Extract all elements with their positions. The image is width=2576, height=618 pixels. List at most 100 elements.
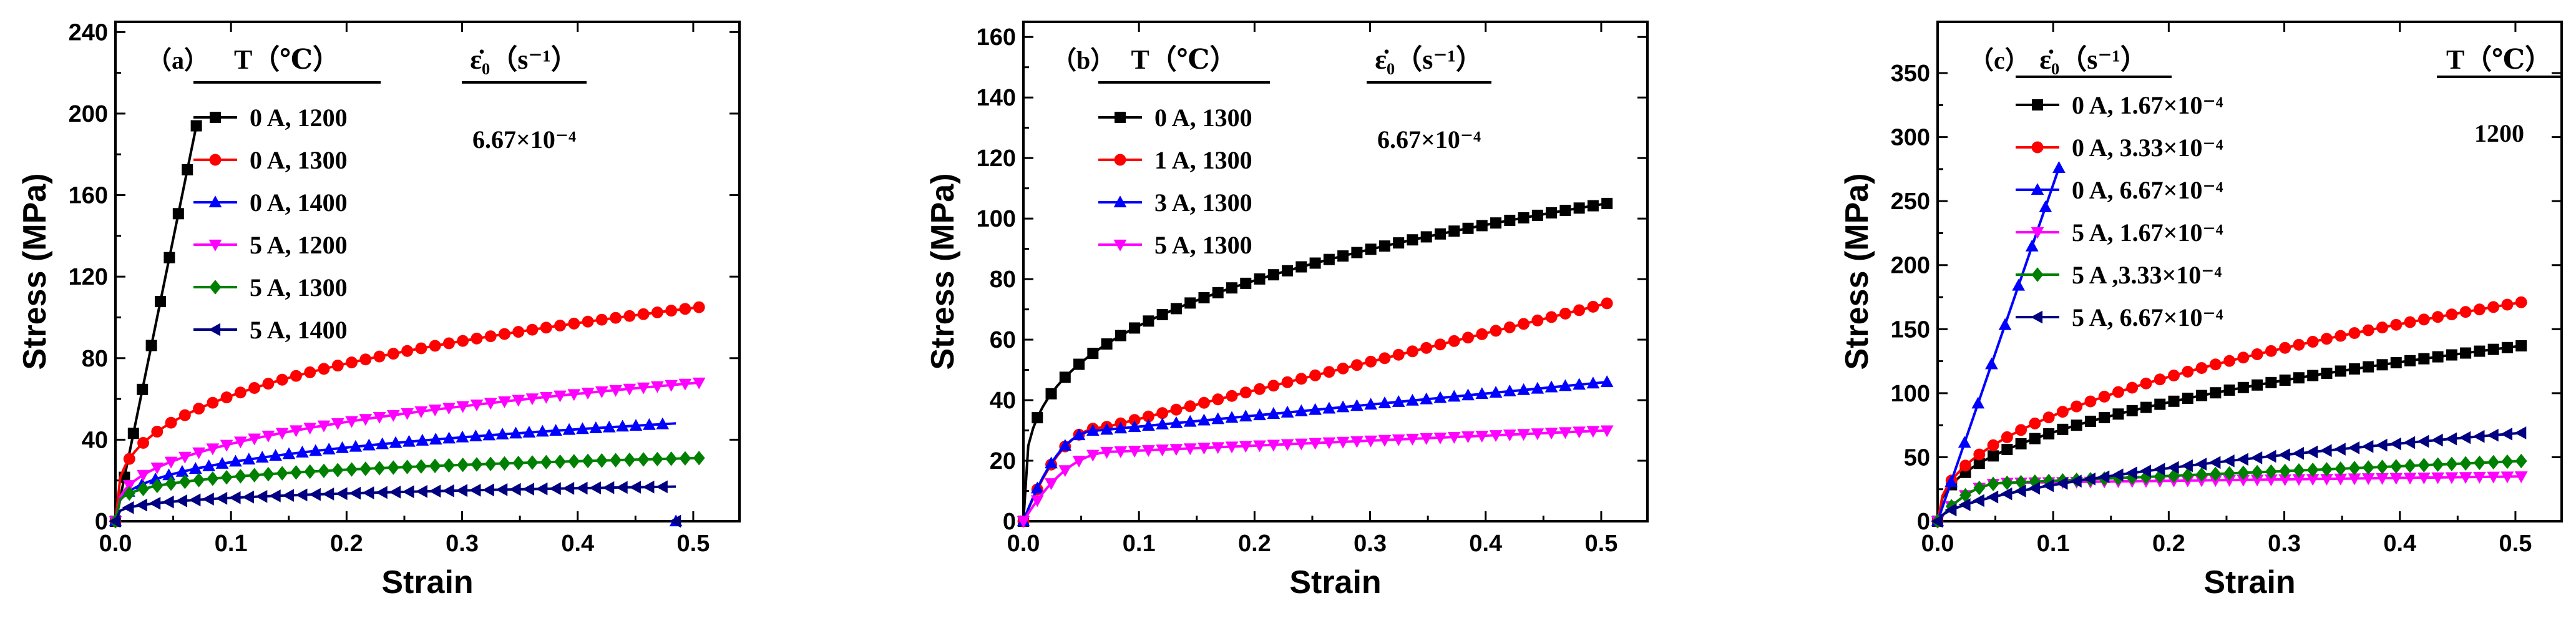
data-point [1489, 430, 1503, 443]
data-point [1407, 234, 1418, 246]
data-point [2195, 362, 2208, 374]
data-point [304, 366, 316, 378]
data-point [2446, 349, 2457, 361]
data-point [1434, 228, 1446, 240]
data-point [362, 486, 374, 499]
x-tick-label: 0.1 [215, 531, 248, 557]
data-point [2376, 321, 2388, 334]
data-point [1072, 456, 1086, 468]
data-point [2097, 470, 2110, 484]
data-point [1267, 380, 1280, 392]
data-point [2001, 444, 2013, 456]
data-point [175, 494, 188, 508]
data-point [2057, 423, 2069, 435]
data-point [2348, 461, 2361, 476]
data-point [1406, 393, 1419, 406]
x-tick-label: 0.5 [1585, 531, 1618, 557]
y-tick-label: 120 [69, 264, 108, 290]
data-point [2071, 419, 2082, 431]
legend-marker [1114, 154, 1126, 166]
data-point [2446, 308, 2458, 321]
data-point [2334, 473, 2348, 486]
data-point [2001, 475, 2013, 491]
data-point [482, 483, 494, 497]
data-point [1420, 231, 1432, 243]
x-tick-label: 0.3 [446, 531, 479, 557]
data-point [165, 416, 177, 429]
legend-note: 1200 [2474, 119, 2524, 147]
data-point [248, 382, 261, 394]
data-point [499, 456, 510, 471]
data-point [2321, 462, 2333, 477]
plot-frame [1022, 21, 1649, 522]
data-point [1364, 398, 1378, 410]
data-point [642, 480, 655, 494]
data-point [193, 473, 205, 488]
data-point [1226, 390, 1238, 402]
legend-note: 6.67×10⁻⁴ [472, 125, 576, 154]
data-point [1559, 427, 1572, 439]
data-point [484, 330, 497, 343]
data-point [526, 455, 539, 470]
data-point [568, 317, 580, 330]
legend-entry-4: 5 A, 1300 [1098, 231, 1252, 259]
data-point [2487, 301, 2500, 313]
data-point [1988, 450, 1999, 462]
legend-entry-2: 0 A, 3.33×10⁻⁴ [2016, 134, 2223, 162]
data-point [349, 486, 361, 500]
data-point [290, 370, 302, 382]
data-point [2098, 390, 2110, 403]
data-point [1030, 495, 1044, 508]
data-point [1114, 446, 1128, 458]
data-point [2376, 359, 2388, 371]
data-point [1475, 387, 1489, 400]
legend-entry-6: 5 A, 6.67×10⁻⁴ [2016, 303, 2223, 331]
data-point [276, 466, 288, 481]
data-point [610, 453, 622, 468]
data-point [1517, 429, 1530, 441]
data-point [387, 460, 399, 475]
data-point [1546, 207, 1558, 218]
data-point [1544, 428, 1558, 440]
data-point [2418, 353, 2430, 365]
data-point [1086, 449, 1100, 462]
data-point [2196, 390, 2208, 401]
legend-marker [2031, 141, 2044, 154]
data-point [1987, 476, 1999, 491]
data-point [255, 451, 269, 463]
data-point [2208, 456, 2221, 469]
x-tick-label: 0.5 [2499, 531, 2532, 557]
data-point [2292, 446, 2305, 460]
data-point [1059, 371, 1071, 383]
data-point [308, 488, 321, 501]
data-point [429, 433, 442, 445]
data-point [1226, 282, 1237, 294]
data-point [1170, 403, 1183, 416]
data-point [2001, 431, 2013, 443]
series-line [1022, 202, 1608, 522]
data-point [1322, 437, 1336, 449]
data-point [442, 484, 454, 498]
data-point [595, 453, 608, 468]
data-point [2376, 473, 2389, 485]
data-point [1198, 413, 1211, 426]
data-point [554, 320, 566, 332]
data-point [2515, 296, 2527, 308]
data-point [331, 418, 344, 430]
data-point [1128, 446, 1141, 458]
data-point [359, 461, 372, 476]
legend-label: 5 A, 1300 [1154, 231, 1252, 259]
data-point [1211, 412, 1225, 424]
data-point [1170, 303, 1182, 315]
data-point [651, 381, 664, 393]
data-point [1586, 426, 1600, 438]
data-point [1142, 410, 1154, 423]
data-point [1336, 400, 1350, 413]
series-line [1936, 167, 2061, 522]
data-point [1392, 434, 1405, 446]
data-point [2251, 348, 2263, 360]
data-point [2168, 370, 2180, 381]
data-point [595, 386, 608, 398]
data-point [175, 464, 189, 477]
data-point [242, 453, 256, 465]
